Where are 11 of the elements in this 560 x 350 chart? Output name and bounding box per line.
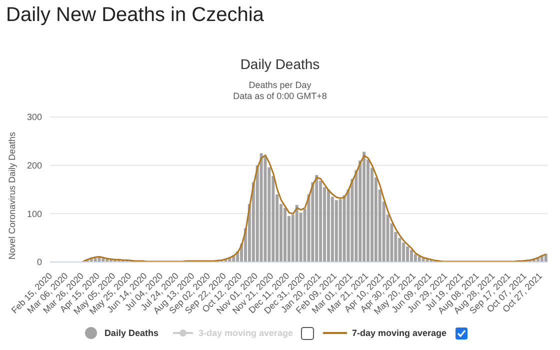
y-tick-label: 200 xyxy=(26,160,42,171)
y-axis-title: Novel Coronavirus Daily Deaths xyxy=(7,131,18,260)
text: Deaths per Day xyxy=(248,80,312,91)
chart-title: Daily New Deaths in Czechia xyxy=(6,4,264,27)
y-tick-label: 300 xyxy=(26,112,42,122)
text: Data as of 0:00 GMT+8 xyxy=(232,91,328,102)
legend-label: 7-day moving average xyxy=(352,328,447,338)
y-tick-label: 100 xyxy=(26,208,42,219)
chart-subtitle: Daily Deaths xyxy=(239,56,321,72)
legend-label: Daily Deaths xyxy=(104,328,158,338)
y-tick-label: 0 xyxy=(36,257,42,268)
